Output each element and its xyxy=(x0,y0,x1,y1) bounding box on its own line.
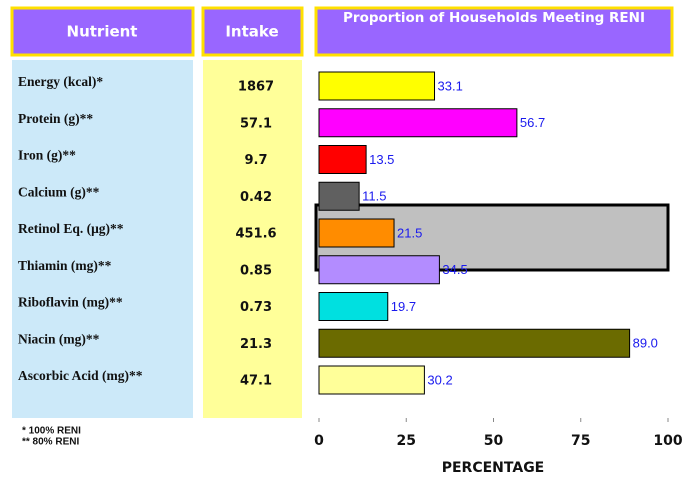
nutrient-label: Iron (g)** xyxy=(18,148,76,163)
bar xyxy=(318,145,367,174)
nutrient-label: Retinol Eq. (μg)** xyxy=(18,221,124,236)
nutrient-label: Niacin (mg)** xyxy=(18,331,100,346)
value-label: 11.5 xyxy=(362,189,386,204)
bar xyxy=(318,181,360,211)
intake-value: 21.3 xyxy=(240,337,272,352)
value-label: 30.2 xyxy=(427,372,452,387)
footnote: ** 80% RENI xyxy=(22,437,79,448)
nutrient-label: Riboflavin (mg)** xyxy=(18,295,123,310)
nutrient-header: Nutrient xyxy=(67,23,138,41)
intake-value: 451.6 xyxy=(235,227,276,242)
nutrient-label: Ascorbic Acid (mg)** xyxy=(18,368,143,383)
bar xyxy=(318,255,440,285)
intake-value: 0.42 xyxy=(240,190,272,205)
bar xyxy=(318,292,389,321)
intake-header-box xyxy=(201,6,304,57)
x-tick-label: 75 xyxy=(571,433,590,449)
footnote: * 100% RENI xyxy=(22,426,81,437)
intake-value: 9.7 xyxy=(244,153,267,168)
bar xyxy=(318,108,518,138)
intake-value: 47.1 xyxy=(240,374,272,389)
x-tick-label: 100 xyxy=(653,433,682,449)
nutrient-column xyxy=(12,60,193,418)
value-label: 21.5 xyxy=(397,225,422,240)
bar xyxy=(318,328,631,358)
bar xyxy=(318,365,425,395)
value-label: 34.5 xyxy=(442,262,467,277)
value-label: 13.5 xyxy=(369,152,394,167)
nutrient-label: Protein (g)** xyxy=(18,111,93,126)
value-label: 56.7 xyxy=(520,115,545,130)
intake-value: 0.85 xyxy=(240,263,272,278)
intake-header: Intake xyxy=(225,23,278,41)
value-label: 89.0 xyxy=(633,336,658,351)
nutrient-label: Thiamin (mg)** xyxy=(18,258,112,273)
intake-column xyxy=(203,60,302,418)
intake-value: 1867 xyxy=(238,80,274,95)
nutrient-label: Energy (kcal)* xyxy=(18,74,103,89)
x-axis-label: PERCENTAGE xyxy=(442,460,545,476)
bar xyxy=(318,71,436,101)
x-tick-label: 50 xyxy=(484,433,504,449)
x-tick-label: 25 xyxy=(397,433,416,449)
intake-value: 57.1 xyxy=(240,116,272,131)
nutrient-header-box xyxy=(10,6,195,57)
intake-value: 0.73 xyxy=(240,300,272,315)
nutrient-label: Calcium (g)** xyxy=(18,184,100,199)
chart-title-box: Proportion of Households Meeting RENI xyxy=(343,10,645,26)
chart-header-box xyxy=(314,6,674,57)
bar xyxy=(318,218,395,248)
x-tick-label: 0 xyxy=(314,433,324,449)
value-label: 33.1 xyxy=(438,78,463,93)
chart-title: Proportion of Households Meeting RENI xyxy=(343,10,645,26)
value-label: 19.7 xyxy=(391,299,416,314)
